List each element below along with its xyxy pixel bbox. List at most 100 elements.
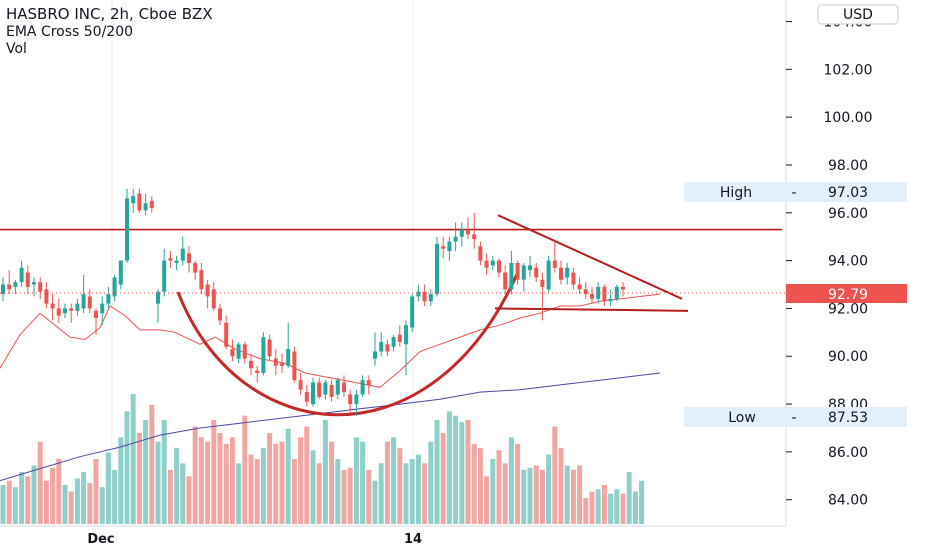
candle	[348, 389, 353, 414]
candle-body	[397, 334, 402, 342]
candle	[354, 389, 359, 417]
currency-button[interactable]: USD	[817, 4, 899, 25]
candle-body	[366, 380, 371, 385]
volume-bar	[198, 437, 204, 524]
volume-bar	[155, 441, 161, 524]
candle	[366, 375, 371, 395]
candle	[559, 260, 563, 285]
candle	[435, 236, 439, 297]
candle-body	[180, 248, 185, 261]
volume-bar	[378, 463, 384, 524]
volume-bar	[583, 498, 589, 524]
candle	[546, 255, 551, 292]
price-label: 86.00	[828, 445, 868, 461]
currency-label: USD	[843, 7, 873, 23]
volume-bar	[260, 448, 266, 524]
volume-bar	[50, 467, 56, 524]
candle	[249, 353, 253, 376]
descending-trendline	[497, 214, 683, 300]
candle-body	[224, 322, 229, 347]
volume-bar	[440, 433, 446, 524]
volume-bar	[601, 485, 607, 524]
candle	[342, 375, 346, 397]
candle	[118, 260, 123, 290]
ema-200-line	[0, 372, 661, 482]
volume-bar	[174, 448, 180, 524]
volume-bar	[205, 441, 211, 524]
candle	[528, 255, 532, 278]
volume-bar	[341, 469, 347, 524]
volume-bar	[515, 443, 521, 524]
candle	[25, 265, 30, 295]
candle	[156, 289, 160, 323]
high-marker-dash: -	[791, 185, 796, 201]
volume-bar	[608, 493, 614, 524]
candle	[441, 236, 446, 259]
volume-bar	[236, 463, 242, 524]
candle-body	[44, 289, 49, 304]
candle	[87, 289, 92, 314]
volume-bar	[564, 465, 570, 524]
candle-body	[329, 384, 334, 397]
candle-body	[342, 382, 346, 393]
candle	[447, 236, 452, 261]
volume-bar	[434, 420, 440, 524]
candle-body	[56, 308, 61, 316]
volume-bar	[428, 441, 434, 524]
candle	[329, 380, 334, 402]
candle-body	[143, 203, 148, 211]
candle	[162, 248, 167, 297]
candle	[149, 196, 154, 213]
candle	[137, 188, 142, 213]
volume-bar	[502, 463, 508, 524]
volume-bar	[484, 476, 490, 524]
price-label: 98.00	[828, 158, 868, 174]
candle	[187, 246, 191, 273]
volume-bar	[37, 441, 43, 524]
volume-bar	[105, 452, 111, 524]
candle-body	[131, 196, 136, 204]
volume-bar	[12, 487, 18, 524]
candle-body	[106, 294, 111, 304]
candle-body	[50, 303, 55, 309]
candle	[484, 253, 489, 275]
volume-bars	[0, 394, 645, 524]
volume-bar	[335, 459, 341, 524]
candle-body	[174, 260, 179, 263]
candle	[577, 277, 582, 295]
candle	[311, 377, 315, 407]
candle-body	[528, 265, 532, 271]
candle	[230, 339, 235, 362]
volume-bar	[180, 463, 186, 524]
candle-body	[335, 380, 340, 395]
candle-body	[503, 272, 508, 290]
volume-bar	[0, 485, 6, 524]
volume-bar	[546, 454, 552, 524]
candle	[286, 322, 291, 369]
ema-50-line	[0, 293, 661, 388]
volume-bar	[533, 465, 539, 524]
candle-body	[379, 341, 384, 352]
candle	[410, 294, 415, 333]
volume-bar	[192, 426, 198, 524]
candle	[75, 298, 80, 316]
volume-bar	[267, 433, 273, 524]
volume-bar	[81, 472, 87, 524]
high-marker-label: High	[720, 185, 752, 201]
volume-bar	[353, 437, 359, 524]
candle-body	[280, 363, 284, 366]
candle	[32, 277, 36, 297]
candle	[211, 282, 216, 311]
chart-title: HASBRO INC, 2h, Cboe BZX	[6, 5, 213, 23]
candle-body	[385, 344, 390, 352]
candle-body	[267, 339, 272, 357]
volume-bar	[471, 443, 477, 524]
candle	[261, 332, 266, 376]
candle-body	[236, 344, 241, 359]
price-label: 96.00	[828, 206, 868, 222]
candle-body	[608, 298, 613, 302]
candle-body	[218, 308, 222, 321]
candle-body	[348, 394, 353, 405]
candle-body	[497, 260, 501, 273]
